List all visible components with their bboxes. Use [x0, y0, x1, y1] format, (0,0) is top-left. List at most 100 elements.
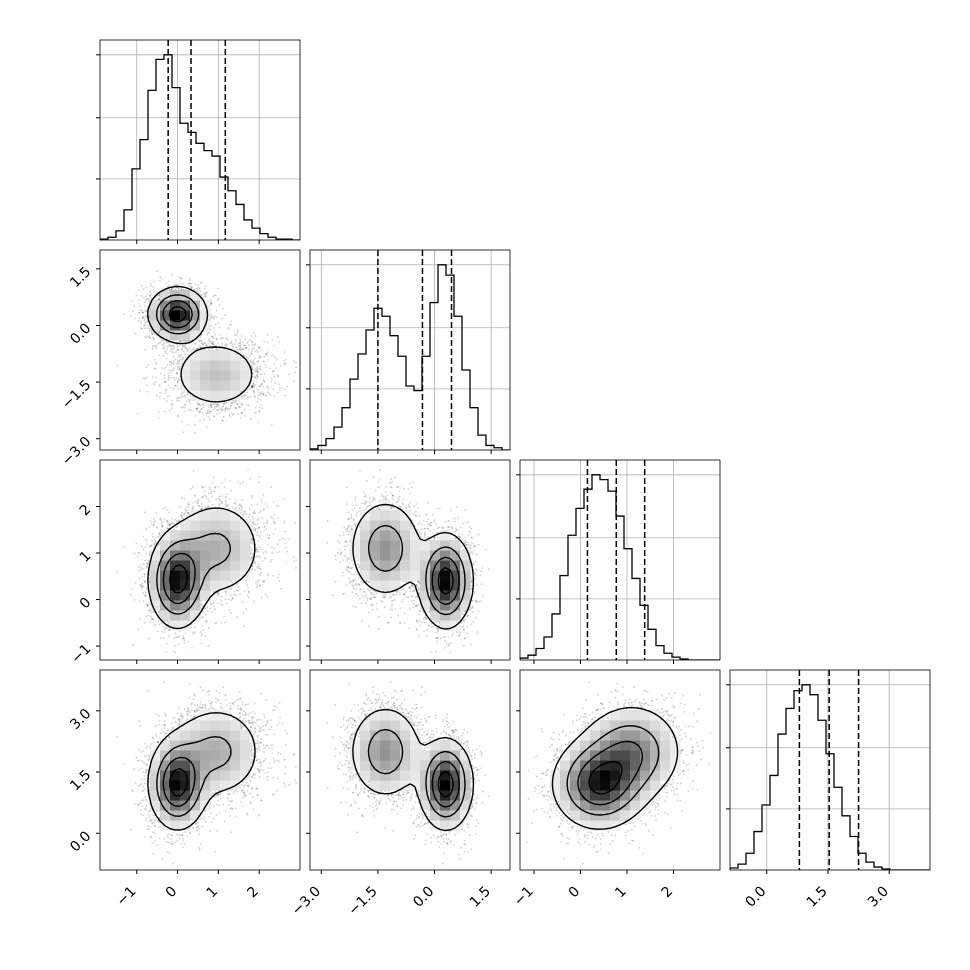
sample-point	[185, 400, 188, 403]
sample-point	[237, 342, 240, 345]
sample-point	[260, 383, 263, 386]
sample-point	[171, 344, 174, 347]
density-bin	[230, 380, 241, 391]
sample-point	[251, 385, 254, 388]
sample-point	[200, 333, 203, 336]
sample-point	[255, 369, 258, 372]
sample-point	[213, 415, 216, 418]
sample-point	[202, 406, 205, 409]
sample-point	[177, 349, 180, 351]
sample-point	[176, 345, 179, 348]
sample-point	[157, 331, 160, 334]
sample-point	[183, 353, 186, 356]
sample-point	[207, 406, 210, 408]
sample-point	[157, 342, 160, 345]
sample-point	[134, 332, 137, 335]
sample-point	[239, 344, 241, 347]
sample-point	[196, 407, 199, 410]
sample-point	[211, 335, 214, 338]
sample-point	[216, 405, 219, 408]
sample-point	[198, 287, 201, 290]
sample-point	[160, 277, 163, 280]
sample-point	[215, 316, 218, 319]
sample-point	[256, 370, 259, 373]
sample-point	[184, 355, 187, 358]
sample-point	[184, 346, 187, 349]
sample-point	[250, 353, 253, 356]
sample-point	[213, 294, 216, 297]
sample-point	[172, 356, 175, 358]
sample-point	[150, 297, 153, 300]
sample-point	[265, 366, 268, 369]
sample-point	[241, 402, 244, 405]
sample-point	[153, 333, 156, 336]
sample-point	[145, 286, 148, 289]
sample-point	[149, 336, 151, 339]
sample-point	[188, 402, 191, 405]
sample-point	[210, 342, 213, 345]
sample-point	[183, 403, 186, 405]
sample-point	[171, 351, 173, 354]
sample-point	[175, 371, 178, 374]
sample-point	[161, 344, 164, 347]
panel-frame	[99, 39, 301, 241]
sample-point	[142, 311, 144, 314]
sample-point	[155, 347, 158, 350]
sample-point	[207, 337, 210, 340]
sample-point	[258, 354, 261, 357]
sample-point	[245, 346, 248, 349]
sample-point	[184, 404, 186, 407]
sample-point	[138, 289, 140, 292]
sample-point	[240, 403, 243, 405]
sample-point	[147, 325, 150, 328]
sample-point	[258, 367, 261, 370]
sample-point	[159, 341, 162, 344]
sample-point	[222, 402, 224, 405]
sample-point	[217, 297, 220, 300]
sample-point	[212, 343, 215, 346]
density-bin	[180, 360, 191, 371]
sample-point	[155, 381, 157, 383]
sample-point	[239, 341, 242, 344]
sample-point	[205, 621, 208, 624]
sample-point	[221, 317, 224, 320]
sample-point	[215, 309, 218, 312]
sample-point	[230, 323, 233, 326]
sample-point	[153, 382, 155, 384]
sample-point	[215, 348, 218, 351]
sample-point	[262, 392, 265, 395]
sample-point	[184, 395, 186, 398]
sample-point	[214, 294, 217, 297]
sample-point	[234, 400, 237, 402]
sample-point	[177, 360, 180, 362]
sample-point	[154, 345, 156, 348]
density-bin	[170, 320, 181, 331]
sample-point	[185, 347, 188, 350]
sample-point	[254, 371, 257, 374]
sample-point	[231, 401, 234, 404]
sample-point	[234, 406, 237, 409]
sample-point	[201, 403, 204, 406]
sample-point	[258, 346, 261, 349]
density-bin	[200, 370, 211, 381]
sample-point	[182, 288, 185, 291]
sample-point	[146, 384, 149, 387]
sample-point	[199, 346, 201, 349]
sample-point	[226, 407, 229, 410]
sample-point	[240, 348, 243, 351]
sample-point	[168, 409, 171, 412]
sample-point	[164, 380, 167, 383]
density-bin	[200, 360, 211, 371]
sample-point	[186, 348, 189, 351]
sample-point	[177, 286, 180, 289]
sample-point	[251, 366, 254, 369]
sample-point	[148, 309, 151, 312]
sample-point	[284, 394, 287, 397]
sample-point	[239, 344, 242, 347]
density-bin	[200, 350, 211, 361]
sample-point	[151, 347, 154, 350]
sample-point	[245, 403, 248, 406]
sample-point	[253, 395, 256, 397]
sample-point	[278, 387, 281, 390]
sample-point	[251, 371, 254, 374]
